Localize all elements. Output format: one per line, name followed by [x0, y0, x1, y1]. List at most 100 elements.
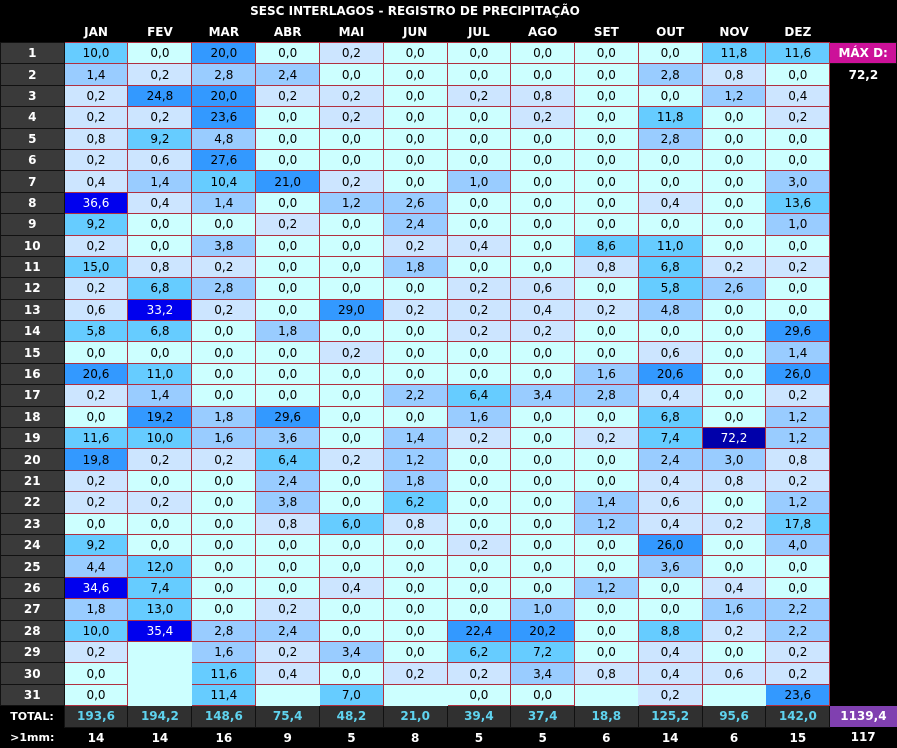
table-row: 26 34,6 7,4 0,0 0,0 0,4 0,0 0,0 0,0 1,2 0,0 0,4 0,0 — [0, 576, 897, 600]
rain-cell: 0,4 — [319, 576, 384, 600]
rain-cell: 0,0 — [446, 576, 512, 600]
rain-cell: 0,0 — [510, 427, 575, 450]
rain-cell: 0,8 — [255, 512, 321, 535]
table-row: 27 1,8 13,0 0,0 0,2 0,0 0,0 0,0 1,0 0,0 0,0 1,6 2,2 — [0, 598, 897, 621]
rain-cell: 0,4 — [63, 170, 129, 193]
rain-cell: 20,6 — [63, 362, 129, 386]
day-label: 7 — [0, 170, 65, 193]
rain-cell: 0,6 — [127, 148, 193, 172]
side-cell — [829, 598, 897, 621]
side-cell — [829, 555, 897, 578]
rain-cell: 0,0 — [510, 405, 575, 429]
rain-cell: 2,8 — [191, 619, 257, 642]
rain-cell: 0,0 — [510, 148, 575, 172]
rain-cell: 2,4 — [382, 213, 448, 236]
rain-cell: 0,0 — [191, 533, 257, 557]
rain-cell: 0,0 — [637, 213, 703, 236]
rain-cell: 2,2 — [382, 384, 448, 407]
month-header: DEZ — [784, 25, 812, 39]
rain-cell: 0,2 — [127, 106, 193, 129]
rain-cell: 1,2 — [701, 84, 767, 108]
side-cell — [829, 684, 897, 706]
rain-cell: 1,2 — [573, 576, 639, 600]
rain-days-count: 16 — [215, 730, 233, 745]
rain-cell: 1,6 — [701, 598, 767, 621]
rain-cell: 35,4 — [127, 619, 193, 642]
rain-cell: 3,0 — [765, 170, 831, 193]
day-label: 28 — [0, 619, 65, 642]
rain-cell: 1,2 — [382, 448, 448, 471]
rain-cell: 0,0 — [573, 448, 639, 471]
rain-cell: 1,8 — [255, 320, 321, 343]
month-header: OUT — [656, 25, 685, 39]
rain-cell: 0,0 — [573, 148, 639, 172]
rain-cell: 0,0 — [191, 598, 257, 621]
table-row: 22 0,2 0,2 0,0 3,8 0,0 6,2 0,0 0,0 1,4 0,6 0,0 1,2 — [0, 491, 897, 514]
rain-cell: 0,0 — [319, 213, 384, 236]
rain-cell: 11,0 — [637, 234, 703, 257]
rain-cell: 4,8 — [637, 298, 703, 322]
rain-cell: 0,0 — [255, 127, 321, 150]
month-total: 193,6 — [63, 705, 129, 728]
rain-cell: 0,0 — [701, 106, 767, 129]
day-label: 27 — [0, 598, 65, 621]
rain-cell: 0,8 — [127, 255, 193, 279]
rain-cell: 1,6 — [573, 362, 639, 386]
rain-cell: 0,0 — [510, 576, 575, 600]
month-header: ABR — [273, 25, 302, 39]
rain-cell: 5,8 — [63, 320, 129, 343]
rain-cell: 7,2 — [510, 640, 575, 664]
rain-cell: 1,0 — [765, 213, 831, 236]
totals-label: TOTAL: — [10, 710, 54, 724]
rain-cell: 0,0 — [382, 170, 448, 193]
rain-cell: 0,0 — [255, 106, 321, 129]
day-label: 26 — [0, 576, 65, 600]
rain-cell — [383, 684, 448, 706]
table-row: 31 0,0 11,4 7,0 0,0 0,0 0,2 23,6 — [0, 683, 897, 707]
table-row: 6 0,2 0,6 27,6 0,0 0,0 0,0 0,0 0,0 0,0 0,0 0,0 0,0 — [0, 148, 897, 172]
totals-row: TOTAL: 193,6 194,2 148,6 75,4 48,2 21,0 39,4 37,… — [1, 705, 897, 728]
day-label: 16 — [0, 362, 65, 386]
table-row: 17 0,2 1,4 0,0 0,0 0,0 2,2 6,4 3,4 2,8 0,4 0,0 0,2 — [0, 384, 897, 407]
rain-cell: 0,2 — [765, 384, 831, 407]
rain-cell: 0,0 — [701, 191, 767, 215]
rain-cell: 1,2 — [765, 405, 831, 429]
rain-cell: 0,0 — [510, 63, 575, 86]
rain-cell: 6,4 — [255, 448, 321, 471]
rain-cell: 0,2 — [765, 106, 831, 129]
precipitation-sheet: SESC INTERLAGOS - REGISTRO DE PRECIPITAÇ… — [0, 4, 897, 745]
rain-cell: 0,0 — [510, 491, 575, 514]
rain-days-count: 15 — [789, 730, 807, 745]
rain-cell: 3,4 — [510, 384, 575, 407]
rain-cell: 0,2 — [319, 341, 384, 364]
rain-cell: 0,0 — [319, 662, 384, 685]
table-row: 14 5,8 6,8 0,0 1,8 0,0 0,0 0,2 0,2 0,0 0,0 0,0 29,6 — [0, 320, 897, 343]
precipitation-table: JAN FEV MAR ABR MAI JUN JUL AGO SET OUT NOV DEZ 1 10,… — [0, 22, 897, 748]
rain-cell: 0,0 — [510, 127, 575, 150]
rain-cell: 0,0 — [701, 491, 767, 514]
rain-cell: 0,0 — [446, 41, 512, 65]
month-header: NOV — [719, 25, 749, 39]
rain-cell: 0,4 — [637, 512, 703, 535]
rain-cell: 20,2 — [510, 619, 575, 642]
day-label: 22 — [0, 491, 65, 514]
rain-cell: 29,6 — [765, 320, 831, 343]
table-row: 25 4,4 12,0 0,0 0,0 0,0 0,0 0,0 0,0 0,0 3,6 0,0 0,0 — [0, 555, 897, 578]
max-day-label: MÁX D: — [829, 41, 897, 65]
rain-cell: 0,0 — [701, 170, 767, 193]
rain-cell: 0,0 — [573, 191, 639, 215]
rain-cell: 0,2 — [765, 662, 831, 685]
rain-cell: 6,8 — [637, 405, 703, 429]
rain-cell: 0,0 — [255, 191, 321, 215]
rain-cell: 9,2 — [127, 127, 193, 150]
rain-cell: 0,2 — [63, 277, 129, 300]
rain-cell: 0,0 — [701, 405, 767, 429]
day-label: 14 — [0, 320, 65, 343]
rain-cell: 2,8 — [637, 63, 703, 86]
rain-cell: 0,0 — [63, 683, 129, 707]
month-total: 142,0 — [765, 705, 831, 728]
side-cell — [829, 620, 897, 642]
rain-cell: 10,0 — [63, 619, 129, 642]
rain-cell: 0,2 — [765, 640, 831, 664]
table-row: 5 0,8 9,2 4,8 0,0 0,0 0,0 0,0 0,0 0,0 2,8 0,0 0,0 — [0, 127, 897, 150]
